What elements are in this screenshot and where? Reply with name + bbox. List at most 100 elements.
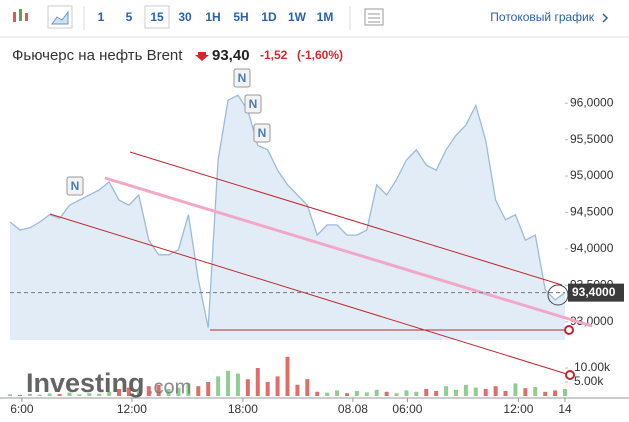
interval-button[interactable]: 1D bbox=[261, 10, 277, 24]
selected-interval-box bbox=[144, 5, 170, 29]
volume-bar bbox=[513, 383, 518, 396]
volume-bar bbox=[453, 389, 458, 396]
volume-bar bbox=[463, 384, 468, 396]
volume-bar bbox=[364, 392, 369, 396]
volume-bar bbox=[473, 387, 478, 396]
area-icon bbox=[51, 10, 69, 25]
volume-bar bbox=[57, 394, 62, 396]
volume-bar bbox=[107, 391, 112, 396]
x-tick-label: 6:00 bbox=[10, 402, 34, 416]
volume-bar bbox=[533, 387, 538, 396]
x-tick-label: 06:00 bbox=[392, 402, 422, 416]
chevron bbox=[602, 13, 609, 23]
change: -1,52 bbox=[260, 48, 288, 62]
volume-bar bbox=[226, 370, 231, 396]
last-price-label: 93,4000 bbox=[572, 285, 616, 299]
interval-button[interactable]: 30 bbox=[178, 10, 192, 24]
news-marker[interactable] bbox=[244, 94, 262, 114]
volume-bar bbox=[136, 390, 141, 396]
interval-bar: 1 5 15 30 1H 5H 1D 1W 1M bbox=[98, 10, 334, 24]
interval-button[interactable]: 1 bbox=[98, 10, 105, 24]
table-icon[interactable] bbox=[364, 8, 384, 26]
volume-bar bbox=[255, 368, 260, 396]
volume-bar bbox=[77, 394, 82, 396]
volume-bar bbox=[523, 388, 528, 396]
x-tick-label: 12:00 bbox=[503, 402, 533, 416]
volume-bar bbox=[126, 387, 131, 396]
volume-bar bbox=[196, 386, 201, 396]
volume-bar bbox=[315, 391, 320, 396]
volume-bar bbox=[37, 394, 42, 396]
line-handle[interactable] bbox=[565, 370, 575, 380]
down-arrow bbox=[195, 52, 209, 61]
news-marker-label: N bbox=[258, 126, 267, 140]
volume-bar bbox=[87, 393, 92, 396]
news-marker[interactable] bbox=[253, 123, 271, 143]
interval-button[interactable]: 15 bbox=[150, 10, 164, 24]
volume-bar bbox=[67, 392, 72, 396]
volume-bar bbox=[394, 393, 399, 396]
y-tick-label: 94,5000 bbox=[570, 205, 614, 219]
volume-bar bbox=[47, 393, 52, 396]
volume-bar bbox=[354, 390, 359, 396]
news-marker-label: N bbox=[71, 179, 80, 193]
volume-bar bbox=[553, 390, 558, 396]
volume-bar bbox=[434, 390, 439, 396]
y-tick-label: 95,5000 bbox=[570, 132, 614, 146]
volume-bar bbox=[414, 391, 419, 396]
volume-bar bbox=[97, 393, 102, 396]
volume-bar bbox=[186, 383, 191, 396]
price: 93,40 bbox=[212, 47, 250, 64]
interval-button[interactable]: 1M bbox=[317, 10, 334, 24]
volume-tick-label: 5.00k bbox=[574, 374, 604, 388]
volume-bar bbox=[295, 384, 300, 396]
volume-bar bbox=[8, 394, 12, 396]
interval-button[interactable]: 1W bbox=[288, 10, 307, 24]
line-handle[interactable] bbox=[564, 325, 574, 335]
volume-bar bbox=[503, 390, 508, 396]
y-tick-label: 95,0000 bbox=[570, 168, 614, 182]
x-tick-label: 12:00 bbox=[117, 402, 147, 416]
news-marker[interactable] bbox=[66, 176, 84, 196]
trend-line bbox=[104, 176, 593, 328]
volume-bar bbox=[176, 387, 181, 396]
price-line bbox=[9, 94, 566, 328]
y-tick-label: 96,0000 bbox=[570, 95, 614, 109]
candle-icon[interactable] bbox=[13, 9, 28, 22]
volume-bar bbox=[117, 389, 122, 396]
x-tick-label: 14 bbox=[558, 402, 572, 416]
volume-bar bbox=[17, 394, 22, 396]
volume-bar bbox=[325, 392, 330, 396]
news-marker-label: N bbox=[238, 71, 247, 85]
volume-bar bbox=[384, 391, 389, 396]
plot: Investing .com 6:00 12:00 18:00 08.08 06:00 12:… bbox=[0, 94, 629, 416]
volume-tick-label: 10.00k bbox=[574, 360, 611, 374]
volume-bar bbox=[235, 373, 240, 396]
volume-bar bbox=[146, 386, 151, 396]
volume-bar bbox=[156, 384, 161, 396]
last-price-box bbox=[568, 283, 624, 302]
news-marker[interactable] bbox=[233, 68, 251, 88]
interval-button[interactable]: 1H bbox=[205, 10, 220, 24]
x-tick-label: 08.08 bbox=[338, 402, 368, 416]
volume-bar bbox=[543, 391, 548, 396]
news-marker-label: N bbox=[249, 97, 258, 111]
volume-bar bbox=[344, 393, 349, 396]
volume-bar bbox=[424, 389, 429, 396]
volume-bar bbox=[216, 376, 221, 396]
volume-bar bbox=[275, 376, 280, 396]
price-area bbox=[10, 95, 565, 340]
volume-bar bbox=[444, 386, 449, 396]
watermark: Investing bbox=[26, 368, 145, 398]
volume-bar bbox=[404, 390, 409, 396]
interval-button[interactable]: 5H bbox=[233, 10, 248, 24]
change-percent: (-1,60%) bbox=[297, 48, 343, 62]
interval-button[interactable]: 5 bbox=[126, 10, 133, 24]
volume-bar bbox=[563, 389, 567, 396]
channel-line bbox=[129, 151, 563, 286]
volume-bar bbox=[206, 382, 211, 396]
volume-bar bbox=[335, 390, 340, 396]
stream-link[interactable]: Потоковый график bbox=[490, 10, 594, 24]
